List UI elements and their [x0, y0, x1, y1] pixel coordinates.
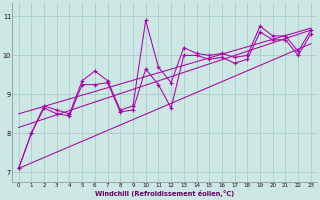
X-axis label: Windchill (Refroidissement éolien,°C): Windchill (Refroidissement éolien,°C): [95, 190, 234, 197]
